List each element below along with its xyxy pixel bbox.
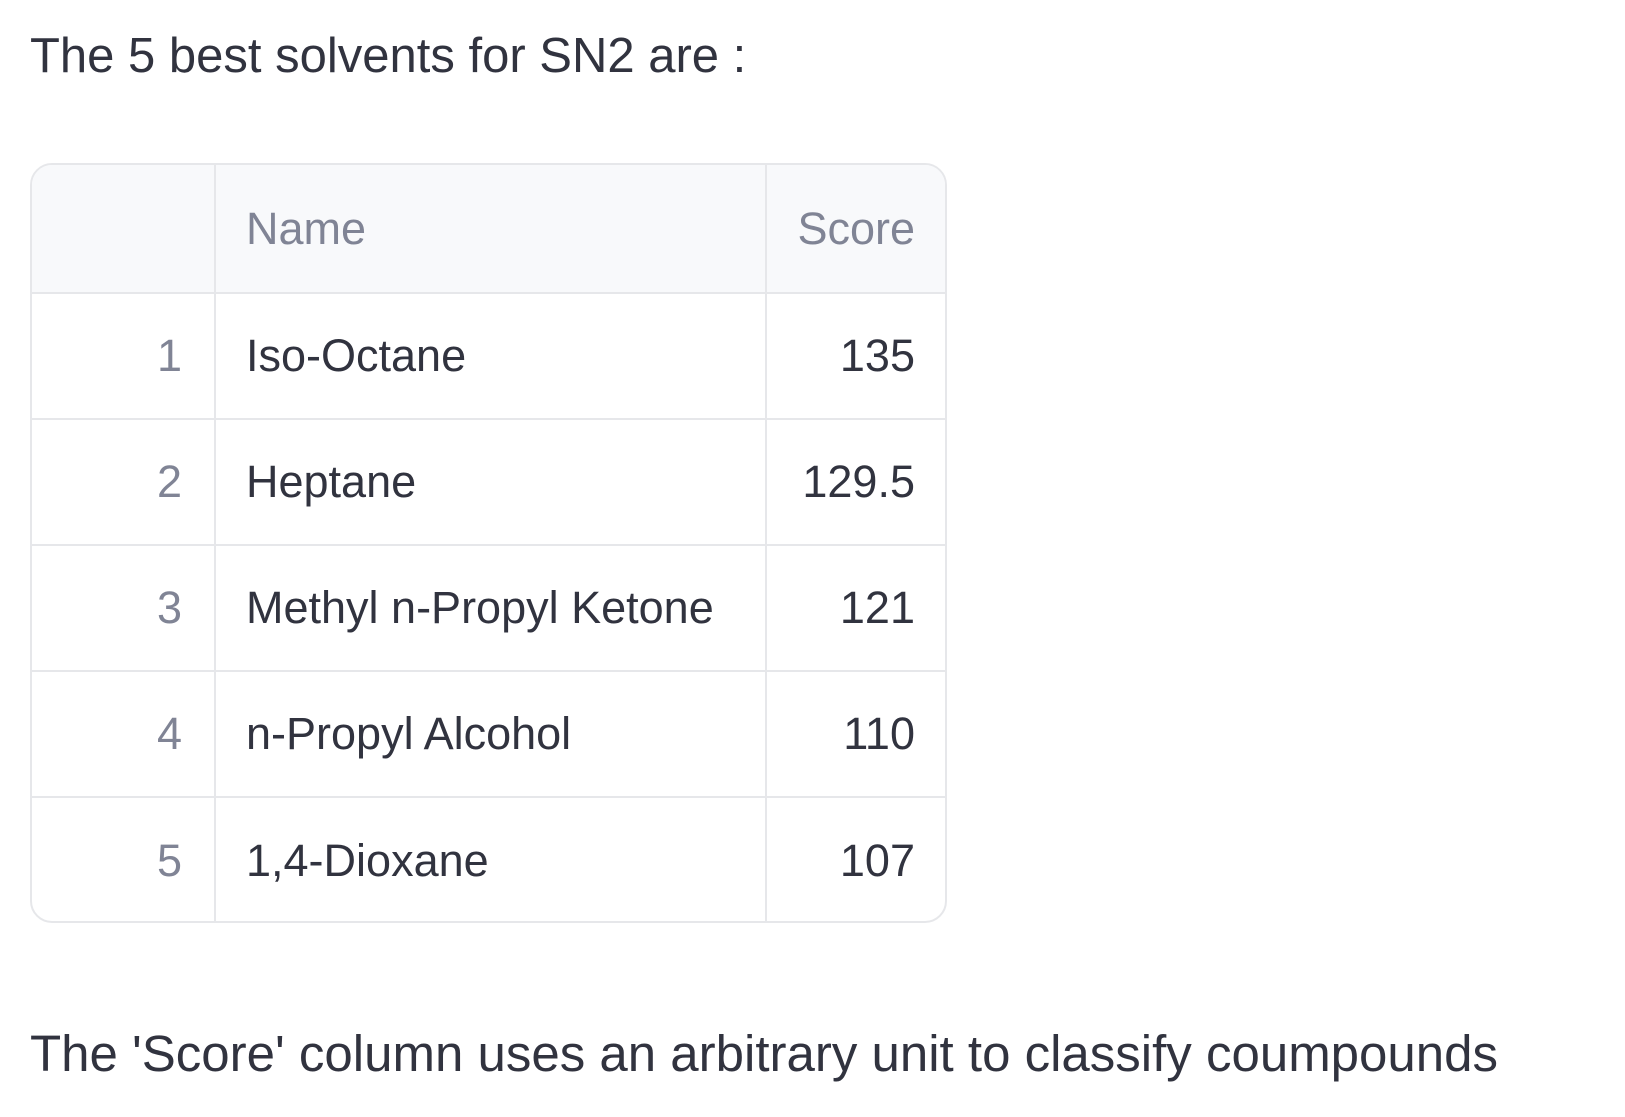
row-index: 4 [32, 670, 216, 798]
score-note-text: The 'Score' column uses an arbitrary uni… [30, 1025, 1498, 1082]
table-row: 2 Heptane 129.5 [32, 418, 945, 546]
score-cell[interactable]: 135 [765, 292, 945, 420]
table-header-row: Name Score [32, 165, 945, 294]
name-cell[interactable]: 1,4-Dioxane [214, 796, 767, 921]
table-row: 1 Iso-Octane 135 [32, 292, 945, 420]
index-column-header[interactable] [32, 165, 216, 294]
score-cell[interactable]: 121 [765, 544, 945, 672]
score-cell[interactable]: 107 [765, 796, 945, 921]
solvent-table[interactable]: Name Score 1 Iso-Octane 135 2 Heptane 12… [30, 163, 947, 923]
score-cell[interactable]: 110 [765, 670, 945, 798]
score-column-header[interactable]: Score [765, 165, 945, 294]
score-cell[interactable]: 129.5 [765, 418, 945, 546]
name-cell[interactable]: Heptane [214, 418, 767, 546]
row-index: 2 [32, 418, 216, 546]
table-row: 5 1,4-Dioxane 107 [32, 796, 945, 921]
table-row: 4 n-Propyl Alcohol 110 [32, 670, 945, 798]
row-index: 3 [32, 544, 216, 672]
name-column-header[interactable]: Name [214, 165, 767, 294]
data-table: Name Score 1 Iso-Octane 135 2 Heptane 12… [32, 165, 945, 921]
name-cell[interactable]: Iso-Octane [214, 292, 767, 420]
row-index: 5 [32, 796, 216, 921]
name-cell[interactable]: n-Propyl Alcohol [214, 670, 767, 798]
row-index: 1 [32, 292, 216, 420]
name-cell[interactable]: Methyl n-Propyl Ketone [214, 544, 767, 672]
table-row: 3 Methyl n-Propyl Ketone 121 [32, 544, 945, 672]
intro-text: The 5 best solvents for SN2 are : [30, 29, 747, 83]
